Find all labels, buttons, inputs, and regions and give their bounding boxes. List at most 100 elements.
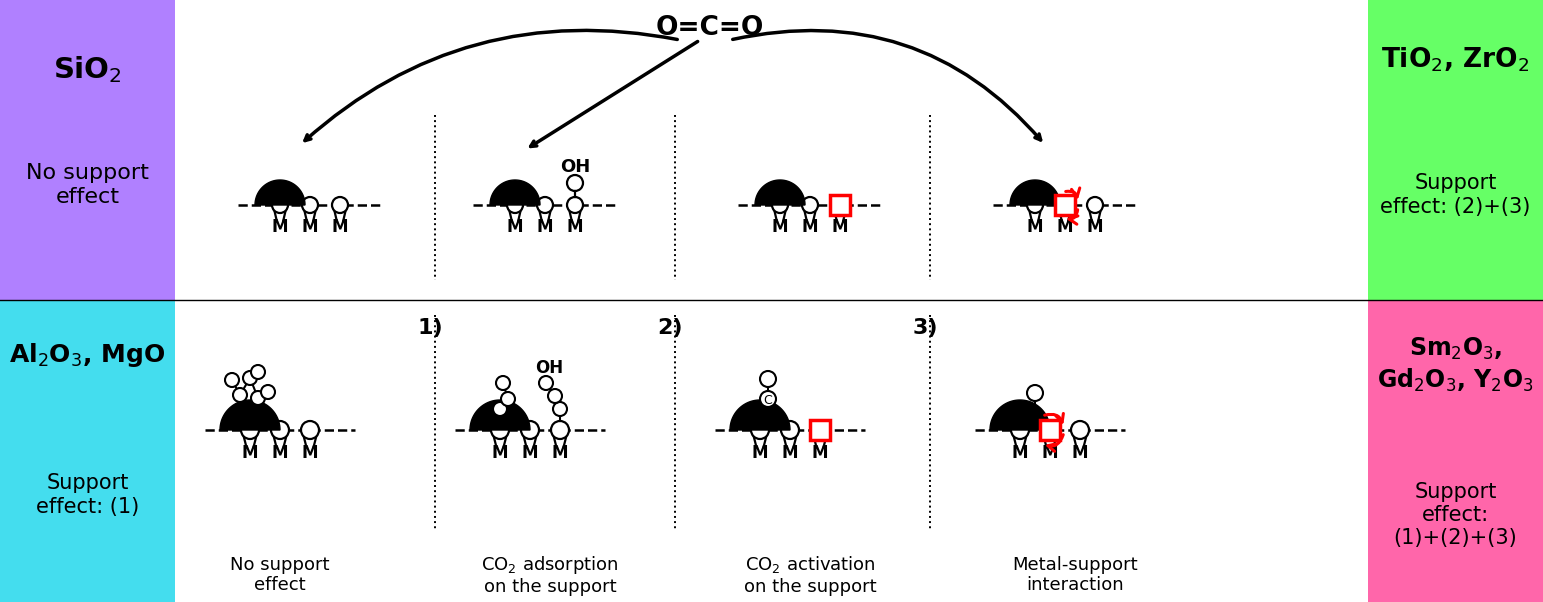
Text: Al$_2$O$_3$, MgO: Al$_2$O$_3$, MgO bbox=[9, 341, 165, 369]
Polygon shape bbox=[491, 180, 540, 205]
Text: M: M bbox=[802, 218, 818, 236]
Text: TiO$_2$, ZrO$_2$: TiO$_2$, ZrO$_2$ bbox=[1381, 46, 1529, 74]
Circle shape bbox=[302, 197, 318, 213]
Text: 1): 1) bbox=[417, 318, 443, 338]
Circle shape bbox=[495, 376, 511, 390]
Bar bbox=[1040, 420, 1060, 440]
Circle shape bbox=[772, 197, 788, 213]
Text: 2): 2) bbox=[657, 318, 682, 338]
Circle shape bbox=[1011, 421, 1029, 439]
Text: M: M bbox=[1057, 218, 1074, 236]
FancyBboxPatch shape bbox=[1369, 300, 1543, 602]
Text: M: M bbox=[812, 444, 829, 462]
Text: M: M bbox=[522, 444, 539, 462]
Circle shape bbox=[1057, 197, 1072, 213]
Circle shape bbox=[491, 421, 509, 439]
Circle shape bbox=[832, 197, 849, 213]
Circle shape bbox=[241, 421, 259, 439]
Bar bbox=[830, 195, 850, 215]
Circle shape bbox=[751, 421, 768, 439]
Text: M: M bbox=[772, 218, 788, 236]
Text: M: M bbox=[242, 444, 258, 462]
Text: Support
effect: (2)+(3): Support effect: (2)+(3) bbox=[1381, 173, 1531, 217]
Polygon shape bbox=[1011, 180, 1060, 205]
Circle shape bbox=[1042, 421, 1058, 439]
Polygon shape bbox=[991, 400, 1049, 430]
Circle shape bbox=[233, 388, 247, 402]
Text: M: M bbox=[1072, 444, 1088, 462]
Polygon shape bbox=[221, 400, 279, 430]
Text: No support
effect: No support effect bbox=[26, 163, 150, 206]
Text: M: M bbox=[302, 444, 318, 462]
Circle shape bbox=[1028, 197, 1043, 213]
Circle shape bbox=[566, 197, 583, 213]
Polygon shape bbox=[755, 180, 805, 205]
Text: Metal-support
interaction: Metal-support interaction bbox=[1012, 556, 1137, 594]
Text: OH: OH bbox=[560, 158, 589, 176]
Circle shape bbox=[508, 197, 523, 213]
Text: O=C=O: O=C=O bbox=[656, 15, 764, 41]
Circle shape bbox=[802, 197, 818, 213]
Circle shape bbox=[537, 197, 552, 213]
Text: M: M bbox=[332, 218, 349, 236]
Polygon shape bbox=[255, 180, 306, 205]
FancyArrowPatch shape bbox=[1045, 414, 1063, 422]
Circle shape bbox=[781, 421, 799, 439]
Circle shape bbox=[252, 365, 265, 379]
Circle shape bbox=[812, 421, 829, 439]
Circle shape bbox=[552, 402, 566, 416]
Text: Support
effect: (1): Support effect: (1) bbox=[35, 473, 139, 517]
Text: No support
effect: No support effect bbox=[230, 556, 330, 594]
FancyBboxPatch shape bbox=[1369, 0, 1543, 300]
Bar bbox=[1055, 195, 1075, 215]
Text: M: M bbox=[566, 218, 583, 236]
Circle shape bbox=[539, 376, 552, 390]
Text: 3): 3) bbox=[912, 318, 938, 338]
Circle shape bbox=[242, 371, 258, 385]
Circle shape bbox=[225, 373, 239, 387]
Bar bbox=[810, 420, 830, 440]
Circle shape bbox=[551, 421, 569, 439]
Circle shape bbox=[501, 392, 515, 406]
Text: M: M bbox=[1026, 218, 1043, 236]
Text: SiO$_2$: SiO$_2$ bbox=[52, 55, 122, 85]
FancyArrowPatch shape bbox=[1048, 435, 1063, 452]
Text: CO$_2$ activation
on the support: CO$_2$ activation on the support bbox=[744, 554, 876, 596]
Circle shape bbox=[272, 421, 289, 439]
Text: M: M bbox=[1086, 218, 1103, 236]
FancyBboxPatch shape bbox=[0, 300, 174, 602]
Circle shape bbox=[1028, 385, 1043, 401]
Circle shape bbox=[761, 371, 776, 387]
Text: M: M bbox=[1042, 444, 1058, 462]
Circle shape bbox=[1086, 197, 1103, 213]
Text: M: M bbox=[272, 444, 289, 462]
Circle shape bbox=[494, 402, 508, 416]
Text: M: M bbox=[552, 444, 568, 462]
Text: C: C bbox=[764, 394, 773, 406]
Text: M: M bbox=[751, 444, 768, 462]
Text: M: M bbox=[272, 218, 289, 236]
Circle shape bbox=[548, 389, 562, 403]
Circle shape bbox=[522, 421, 539, 439]
Circle shape bbox=[1071, 421, 1089, 439]
Text: M: M bbox=[832, 218, 849, 236]
Circle shape bbox=[332, 197, 349, 213]
Polygon shape bbox=[471, 400, 529, 430]
Text: M: M bbox=[1012, 444, 1028, 462]
Text: OH: OH bbox=[535, 359, 563, 377]
Circle shape bbox=[272, 197, 289, 213]
FancyArrowPatch shape bbox=[1069, 209, 1079, 224]
Text: Support
effect:
(1)+(2)+(3): Support effect: (1)+(2)+(3) bbox=[1393, 482, 1517, 548]
FancyBboxPatch shape bbox=[0, 0, 174, 300]
Text: M: M bbox=[492, 444, 508, 462]
Circle shape bbox=[301, 421, 319, 439]
Text: M: M bbox=[782, 444, 798, 462]
Circle shape bbox=[261, 385, 275, 399]
FancyArrowPatch shape bbox=[1066, 188, 1080, 197]
Polygon shape bbox=[730, 400, 790, 430]
Text: M: M bbox=[537, 218, 554, 236]
Text: M: M bbox=[506, 218, 523, 236]
Circle shape bbox=[761, 391, 776, 407]
Circle shape bbox=[252, 391, 265, 405]
Text: M: M bbox=[302, 218, 318, 236]
